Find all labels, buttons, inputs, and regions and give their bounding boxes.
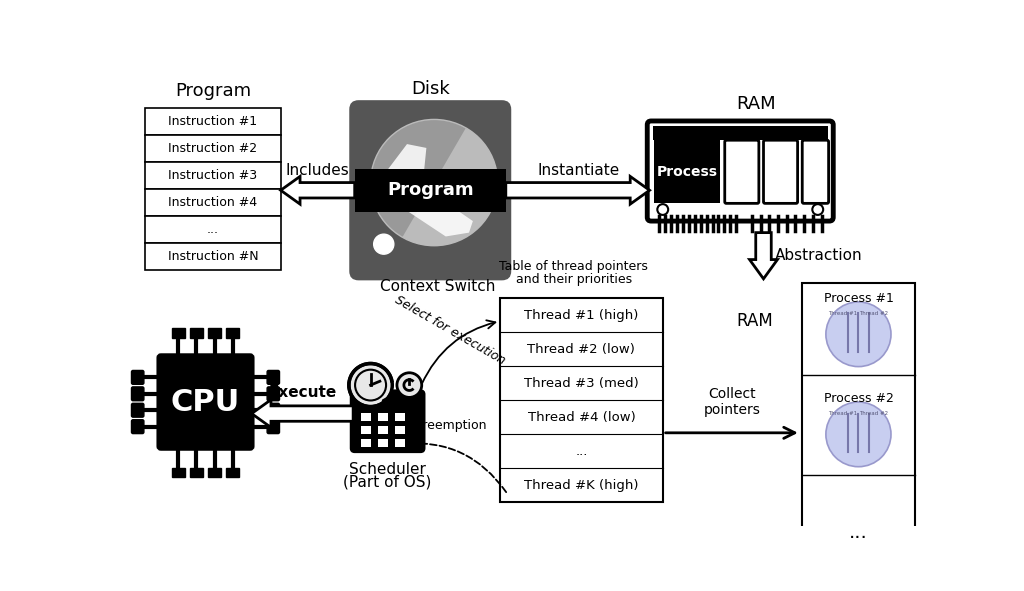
- FancyBboxPatch shape: [145, 135, 281, 162]
- Circle shape: [812, 204, 823, 215]
- Circle shape: [826, 302, 891, 366]
- FancyBboxPatch shape: [351, 391, 424, 452]
- FancyBboxPatch shape: [500, 298, 663, 502]
- Circle shape: [371, 119, 498, 246]
- Text: Instruction #N: Instruction #N: [168, 249, 258, 262]
- Text: ...: ...: [575, 444, 588, 457]
- Text: Abstraction: Abstraction: [775, 248, 863, 263]
- FancyBboxPatch shape: [802, 282, 914, 591]
- FancyBboxPatch shape: [360, 413, 372, 421]
- FancyBboxPatch shape: [190, 329, 203, 337]
- Text: Thread #2 (low): Thread #2 (low): [527, 343, 635, 356]
- Text: Process #2: Process #2: [823, 392, 893, 405]
- FancyBboxPatch shape: [131, 420, 144, 434]
- Polygon shape: [750, 233, 777, 279]
- Text: Table of thread pointers: Table of thread pointers: [499, 261, 648, 274]
- FancyBboxPatch shape: [172, 329, 184, 337]
- Text: Execute: Execute: [268, 385, 337, 400]
- Text: Instruction #1: Instruction #1: [168, 115, 257, 128]
- FancyBboxPatch shape: [158, 355, 253, 449]
- Polygon shape: [281, 176, 354, 204]
- Text: and their priorities: and their priorities: [515, 273, 632, 286]
- Text: Thread #1: Thread #1: [828, 311, 857, 316]
- FancyBboxPatch shape: [394, 439, 406, 447]
- Text: Instruction #3: Instruction #3: [168, 169, 257, 182]
- Text: Preemption: Preemption: [416, 418, 487, 431]
- FancyBboxPatch shape: [360, 439, 372, 447]
- Text: Context Switch: Context Switch: [380, 279, 496, 294]
- Circle shape: [826, 402, 891, 467]
- FancyBboxPatch shape: [145, 243, 281, 269]
- Text: Scheduler: Scheduler: [349, 462, 426, 477]
- Circle shape: [355, 370, 386, 401]
- FancyBboxPatch shape: [131, 371, 144, 384]
- Text: Collect
pointers: Collect pointers: [705, 387, 761, 417]
- Text: Disk: Disk: [411, 80, 450, 98]
- FancyBboxPatch shape: [652, 126, 827, 140]
- Text: Thread #1: Thread #1: [828, 411, 857, 416]
- FancyBboxPatch shape: [208, 468, 221, 477]
- FancyBboxPatch shape: [267, 371, 280, 384]
- FancyBboxPatch shape: [654, 140, 720, 203]
- Text: Thread #2: Thread #2: [859, 311, 889, 316]
- Polygon shape: [506, 176, 649, 204]
- Wedge shape: [402, 128, 498, 246]
- FancyBboxPatch shape: [378, 426, 388, 434]
- FancyBboxPatch shape: [360, 426, 372, 434]
- Text: Process: Process: [656, 165, 718, 179]
- FancyBboxPatch shape: [394, 413, 406, 421]
- FancyBboxPatch shape: [145, 162, 281, 189]
- Text: Thread #1 (high): Thread #1 (high): [524, 309, 639, 322]
- Text: Instantiate: Instantiate: [538, 163, 620, 178]
- FancyBboxPatch shape: [190, 468, 203, 477]
- Text: Thread #4 (low): Thread #4 (low): [527, 411, 635, 424]
- Circle shape: [657, 204, 669, 215]
- Text: Thread #2: Thread #2: [859, 411, 889, 416]
- Text: ...: ...: [207, 223, 219, 236]
- Circle shape: [423, 172, 445, 193]
- FancyBboxPatch shape: [208, 329, 221, 337]
- FancyBboxPatch shape: [394, 426, 406, 434]
- Circle shape: [397, 373, 422, 397]
- Polygon shape: [252, 400, 353, 427]
- FancyBboxPatch shape: [725, 140, 759, 203]
- FancyBboxPatch shape: [172, 468, 184, 477]
- Text: ...: ...: [849, 524, 867, 543]
- FancyBboxPatch shape: [647, 121, 834, 221]
- Text: Program: Program: [175, 82, 251, 100]
- FancyBboxPatch shape: [131, 403, 144, 417]
- FancyBboxPatch shape: [131, 387, 144, 401]
- FancyBboxPatch shape: [349, 100, 511, 280]
- Text: RAM: RAM: [736, 95, 775, 113]
- Polygon shape: [384, 144, 473, 236]
- Text: CPU: CPU: [171, 388, 240, 417]
- Text: Instruction #2: Instruction #2: [168, 142, 257, 155]
- FancyBboxPatch shape: [267, 403, 280, 417]
- Text: Program: Program: [387, 181, 473, 199]
- FancyBboxPatch shape: [145, 216, 281, 243]
- FancyBboxPatch shape: [378, 439, 388, 447]
- Text: Thread #K (high): Thread #K (high): [524, 479, 639, 492]
- FancyBboxPatch shape: [267, 387, 280, 401]
- Text: Instruction #4: Instruction #4: [168, 196, 257, 209]
- FancyBboxPatch shape: [226, 468, 239, 477]
- FancyBboxPatch shape: [378, 413, 388, 421]
- FancyBboxPatch shape: [354, 168, 506, 212]
- FancyBboxPatch shape: [226, 329, 239, 337]
- FancyBboxPatch shape: [145, 189, 281, 216]
- Text: Thread #3 (med): Thread #3 (med): [524, 376, 639, 389]
- Text: (Part of OS): (Part of OS): [343, 475, 432, 489]
- FancyBboxPatch shape: [145, 108, 281, 135]
- FancyBboxPatch shape: [802, 140, 828, 203]
- FancyBboxPatch shape: [267, 420, 280, 434]
- Text: Process #1: Process #1: [823, 291, 893, 304]
- Circle shape: [374, 234, 394, 254]
- Text: Select for execution: Select for execution: [392, 294, 507, 368]
- Circle shape: [349, 363, 392, 407]
- FancyBboxPatch shape: [764, 140, 798, 203]
- Text: RAM: RAM: [737, 312, 773, 330]
- Text: Includes: Includes: [286, 163, 349, 178]
